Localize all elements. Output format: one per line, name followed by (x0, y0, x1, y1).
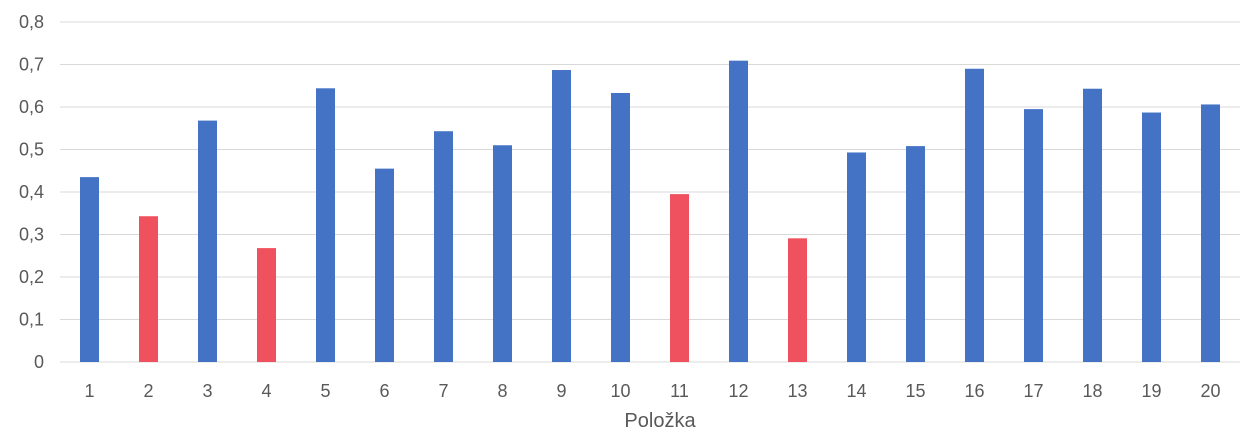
bar-15 (906, 146, 925, 362)
y-tick-label: 0,5 (19, 140, 44, 160)
y-tick-label: 0,1 (19, 310, 44, 330)
x-tick-label: 16 (964, 381, 984, 401)
bar-18 (1083, 88, 1102, 362)
x-tick-label: 7 (438, 381, 448, 401)
x-tick-label: 18 (1082, 381, 1102, 401)
x-tick-label: 9 (556, 381, 566, 401)
x-tick-label: 14 (846, 381, 866, 401)
bar-4 (257, 248, 276, 362)
x-axis-label: Položka (624, 410, 696, 429)
x-tick-label: 10 (610, 381, 630, 401)
x-tick-label: 3 (202, 381, 212, 401)
bar-12 (729, 60, 748, 363)
bar-6 (375, 168, 394, 362)
x-tick-label: 2 (143, 381, 153, 401)
y-tick-label: 0,7 (19, 55, 44, 75)
bar-7 (434, 131, 453, 362)
bar-19 (1142, 112, 1161, 363)
bar-2 (139, 216, 158, 362)
x-tick-label: 6 (379, 381, 389, 401)
bar-13 (788, 238, 807, 362)
bar-1 (80, 177, 99, 362)
y-axis-ticks: 0 0,1 0,2 0,3 0,4 0,5 0,6 0,7 0,8 (19, 12, 44, 372)
bar-5 (316, 88, 335, 363)
bar-8 (493, 145, 512, 362)
x-tick-label: 17 (1023, 381, 1043, 401)
bar-20 (1201, 104, 1220, 362)
x-tick-label: 13 (787, 381, 807, 401)
y-tick-label: 0,6 (19, 97, 44, 117)
x-axis-ticks: 1 2 3 4 5 6 7 8 9 10 11 12 13 14 15 16 17 18 19 20 (84, 381, 1220, 401)
y-tick-label: 0,2 (19, 267, 44, 287)
bar-9 (552, 70, 571, 363)
gridlines (60, 21, 1240, 363)
y-tick-label: 0,3 (19, 225, 44, 245)
bar-14 (847, 152, 866, 362)
bar-17 (1024, 109, 1043, 362)
x-tick-label: 12 (728, 381, 748, 401)
y-tick-label: 0,4 (19, 182, 44, 202)
bar-10 (611, 92, 630, 362)
x-tick-label: 1 (84, 381, 94, 401)
x-tick-label: 15 (905, 381, 925, 401)
bar-11 (670, 194, 689, 362)
bar-16 (965, 68, 984, 362)
x-tick-label: 5 (320, 381, 330, 401)
x-tick-label: 20 (1200, 381, 1220, 401)
x-tick-label: 11 (670, 381, 689, 401)
y-tick-label: 0,8 (19, 12, 44, 32)
x-tick-label: 4 (261, 381, 271, 401)
x-tick-label: 8 (497, 381, 507, 401)
bar-3 (198, 120, 217, 362)
x-tick-label: 19 (1141, 381, 1161, 401)
bars (80, 60, 1220, 363)
y-tick-label: 0 (34, 352, 44, 372)
